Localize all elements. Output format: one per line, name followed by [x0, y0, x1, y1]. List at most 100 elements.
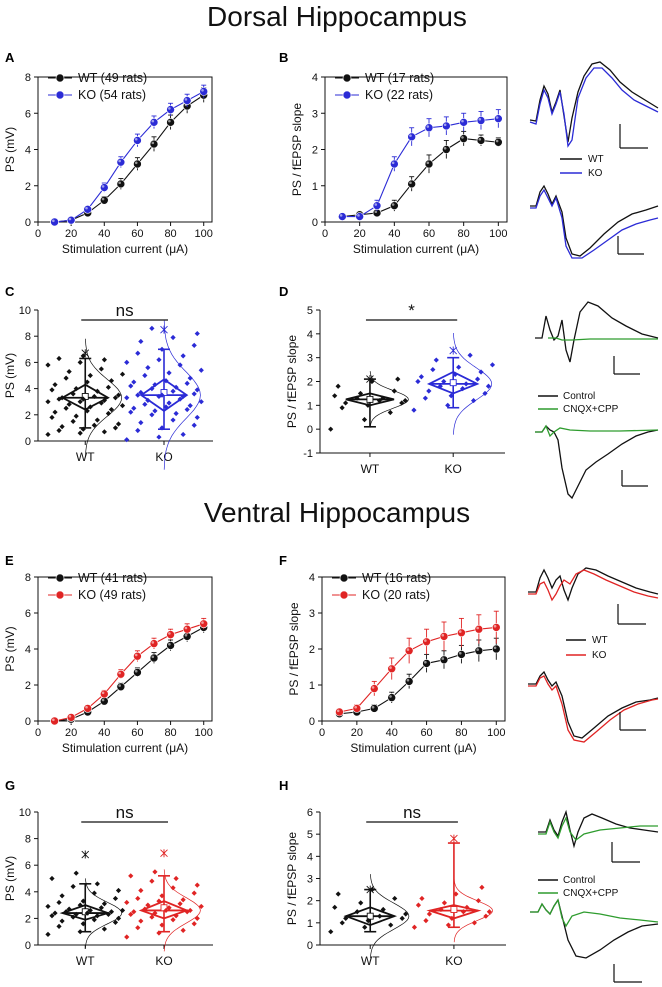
- x-category-label-h-1: KO: [445, 954, 462, 968]
- legend-label-f-0: WT (16 rats): [362, 571, 431, 585]
- mean-marker-h-1: [450, 906, 458, 913]
- series-line-a-1: [54, 91, 204, 223]
- data-point-h-1: [483, 913, 489, 919]
- legend-marker-f-1: [339, 590, 349, 600]
- data-point-f: [439, 655, 449, 665]
- y-tick-label-c: 2: [25, 410, 31, 422]
- data-point-g-0: [59, 918, 65, 924]
- data-point-highlight-a: [134, 137, 138, 141]
- data-point-f: [474, 646, 484, 656]
- data-point-e: [166, 630, 175, 639]
- data-point-highlight-e: [168, 632, 171, 635]
- data-point-highlight-f: [476, 648, 479, 651]
- ventral-title: Ventral Hippocampus: [204, 497, 470, 528]
- data-point-c-0: [115, 421, 122, 427]
- data-point-highlight-e: [184, 626, 188, 630]
- data-point-c-0: [119, 371, 126, 377]
- panel-label-g: G: [5, 778, 15, 793]
- y-tick-label-f: 2: [309, 644, 315, 656]
- data-point-g-1: [128, 911, 134, 918]
- x-category-label-d-0: WT: [361, 462, 380, 476]
- data-point-g-0: [112, 895, 119, 902]
- data-point-c-0: [105, 384, 112, 390]
- data-point-h-0: [335, 891, 341, 897]
- data-point-a: [133, 159, 142, 169]
- data-point-c-0: [98, 366, 104, 372]
- y-tick-label-d: -1: [303, 448, 313, 460]
- x-tick-label-f: 100: [487, 727, 505, 739]
- x-category-label-h-0: WT: [361, 954, 380, 968]
- panel-label-h: H: [279, 778, 288, 793]
- data-point-c-0: [91, 393, 97, 400]
- outlier-marker-d-1: [449, 346, 458, 355]
- x-tick-label-b: 100: [489, 228, 507, 240]
- y-tick-label-h: 3: [307, 874, 313, 886]
- y-axis-label-f: PS / fEPSP slope: [287, 602, 301, 695]
- data-point-d-0: [395, 376, 401, 382]
- data-point-highlight-f: [476, 626, 479, 630]
- outlier-marker-c-1: [160, 325, 168, 334]
- data-point-g-0: [80, 898, 86, 904]
- data-point-d-1: [485, 383, 492, 389]
- data-point-c-1: [191, 422, 197, 428]
- data-point-b: [390, 201, 399, 210]
- data-point-c-0: [105, 410, 112, 417]
- data-point-b: [459, 134, 468, 143]
- legend-h-control-label: Control: [563, 875, 595, 886]
- data-point-c-0: [66, 401, 72, 407]
- density-curve-h-1: [453, 879, 493, 943]
- y-tick-label-f: 3: [309, 608, 315, 620]
- data-point-c-1: [177, 396, 183, 402]
- data-point-c-0: [80, 426, 86, 432]
- density-curve-g-0: [85, 878, 123, 948]
- data-point-g-1: [131, 909, 137, 915]
- data-point-c-0: [45, 362, 51, 368]
- x-tick-label-f: 0: [319, 727, 325, 739]
- data-point-highlight-b: [478, 118, 482, 121]
- y-tick-label-b: 3: [312, 108, 318, 120]
- trace-h-bottom-control: [530, 898, 659, 959]
- data-point-highlight-f: [458, 630, 462, 633]
- data-point-c-1: [159, 392, 165, 398]
- data-point-highlight-e: [118, 684, 121, 687]
- data-point-e: [116, 669, 126, 679]
- y-tick-label-e: 8: [25, 572, 31, 584]
- data-point-d-0: [399, 400, 405, 406]
- data-point-highlight-e: [101, 691, 105, 695]
- data-point-c-1: [180, 393, 186, 400]
- data-point-g-0: [119, 907, 126, 914]
- data-point-g-0: [101, 901, 108, 907]
- panel-b-line-chart: 0 20 40 60 80 100 0 1 2 3 4 Stimulation current (μA…: [290, 71, 508, 256]
- data-point-g-0: [84, 910, 90, 916]
- data-point-c-1: [177, 362, 183, 368]
- series-line-f-0: [339, 648, 497, 715]
- data-point-c-0: [98, 400, 104, 406]
- box-diamond-g-1: [138, 900, 190, 920]
- data-point-g-0: [77, 929, 83, 935]
- data-point-g-0: [73, 870, 79, 876]
- legend-label-e-0: WT (41 rats): [78, 571, 147, 585]
- y-tick-label-h: 5: [307, 829, 313, 841]
- data-point-e: [149, 639, 159, 648]
- density-curve-d-1: [453, 332, 493, 435]
- data-point-f: [491, 623, 501, 632]
- data-point-highlight-b: [374, 210, 378, 214]
- data-point-highlight-a: [201, 89, 204, 92]
- x-tick-label-e: 40: [98, 727, 110, 739]
- trace-b-top-ko: [529, 67, 659, 148]
- data-point-highlight-e: [101, 698, 105, 702]
- data-point-highlight-a: [134, 161, 138, 165]
- data-point-d-0: [376, 397, 383, 404]
- data-point-f: [369, 684, 379, 693]
- data-point-highlight-e: [151, 641, 155, 644]
- data-point-g-0: [94, 913, 100, 919]
- data-point-d-1: [478, 369, 484, 375]
- data-point-g-0: [112, 919, 119, 925]
- data-point-g-1: [124, 934, 130, 940]
- data-point-d-1: [441, 378, 447, 385]
- data-point-h-1: [445, 922, 452, 928]
- data-point-c-1: [124, 395, 130, 401]
- data-point-h-0: [339, 920, 345, 926]
- data-point-h-0: [343, 915, 349, 921]
